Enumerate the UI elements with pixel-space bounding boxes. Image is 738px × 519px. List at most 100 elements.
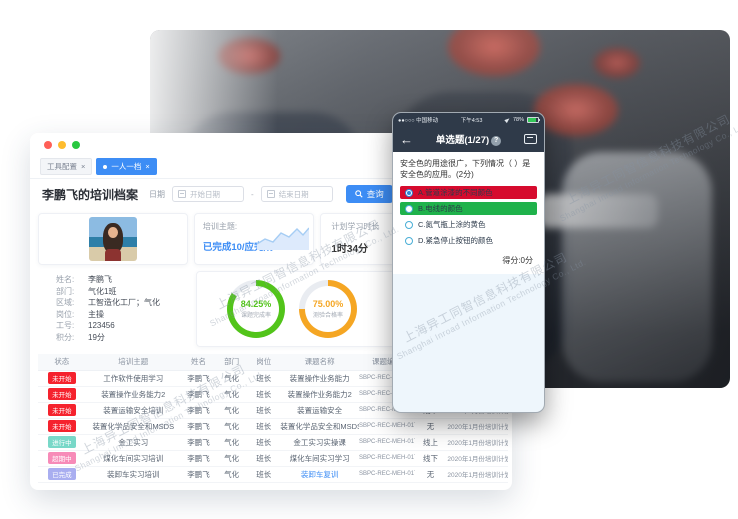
table-cell: 已完成 xyxy=(38,466,86,483)
table-cell: 李鹏飞 xyxy=(180,402,217,419)
status-time: 下午4:53 xyxy=(460,117,483,124)
table-cell[interactable]: 装卸车复训 xyxy=(280,466,360,483)
tab-person-archive[interactable]: 一人一档 × xyxy=(96,158,157,175)
minimize-button[interactable] xyxy=(58,141,66,149)
end-date-input[interactable]: 结束日期 xyxy=(260,186,333,202)
radio-icon[interactable] xyxy=(405,236,413,245)
profile-row: 积分: 19分 xyxy=(56,332,190,344)
table-cell: 班长 xyxy=(247,370,281,387)
table-header-cell: 姓名 xyxy=(180,354,217,371)
table-header-cell: 课题名称 xyxy=(280,354,360,371)
option-text: C.氮气瓶上涂的黄色 xyxy=(418,220,486,229)
status-badge: 已完成 xyxy=(48,468,76,480)
start-date-placeholder: 开始日期 xyxy=(190,189,221,199)
table-cell: SBPC-REC-MEH-017 xyxy=(359,418,415,435)
donut-gauge: 84.25% 课题完成率 xyxy=(227,280,285,338)
profile-row: 区域: 工智造化工厂；气化 xyxy=(56,297,190,309)
quiz-nav-bar: ← 单选题(1/27)? xyxy=(393,126,544,152)
table-header-cell: 培训主题 xyxy=(85,354,181,371)
table-cell: 装置操作业务能力2 xyxy=(85,386,181,403)
radio-icon[interactable] xyxy=(405,188,413,197)
zoom-button[interactable] xyxy=(72,141,80,149)
quiz-title-text: 单选题(1/27) xyxy=(435,135,490,146)
end-date-placeholder: 结束日期 xyxy=(278,189,309,199)
quiz-title: 单选题(1/27)? xyxy=(413,132,524,146)
table-cell: 金工实习 xyxy=(85,434,181,451)
help-icon[interactable]: ? xyxy=(491,135,502,146)
progress-sparkline xyxy=(257,227,310,250)
table-cell: 李鹏飞 xyxy=(180,434,217,451)
quiz-phone-mockup: ●●○○○ 中国移动 下午4:53 78% ← 单选题(1/27)? 安全色的用… xyxy=(392,112,545,413)
duration-label: 计划学习时长 xyxy=(331,222,380,231)
course-link[interactable]: 装卸车复训 xyxy=(300,469,339,479)
phone-status-bar: ●●○○○ 中国移动 下午4:53 78% xyxy=(393,113,544,126)
table-cell: 气化 xyxy=(216,418,248,435)
table-row: 进行中 金工实习 李鹏飞 气化 班长 金工实习实操课 SBPC-REC-MEH-017 线上 2… xyxy=(38,434,508,451)
question-text: 安全色的用途很广，下列情况（ ）是安全色的应用。(2分) xyxy=(400,159,531,179)
location-arrow-icon xyxy=(504,116,511,123)
table-cell: 进行中 xyxy=(38,434,86,451)
table-cell: 2020年1月份培训计划 xyxy=(446,466,508,483)
topic-label: 培训主题: xyxy=(202,222,238,231)
profile-row: 姓名: 李鹏飞 xyxy=(56,274,190,286)
battery-percent: 78% xyxy=(512,116,524,123)
filter-toolbar: 李鹏飞的培训档案 日期 开始日期 - 结束日期 查询 xyxy=(30,179,512,209)
quiz-option[interactable]: B.电线的颜色 xyxy=(400,202,537,215)
table-cell: 超期中 xyxy=(38,450,86,467)
tab-strip: 工具配置 × 一人一档 × xyxy=(30,157,512,179)
table-cell: 气化 xyxy=(216,450,248,467)
profile-label: 区域: xyxy=(56,298,75,307)
radio-icon[interactable] xyxy=(405,220,413,229)
status-badge: 超期中 xyxy=(48,452,76,464)
quiz-option[interactable]: C.氮气瓶上涂的黄色 xyxy=(400,218,537,231)
tab-close-icon[interactable]: × xyxy=(145,162,150,171)
profile-label: 姓名: xyxy=(56,275,75,284)
answer-sheet-icon[interactable] xyxy=(524,134,537,144)
table-cell: 煤化车间实习培训 xyxy=(85,450,181,467)
table-header-cell: 岗位 xyxy=(247,354,281,371)
search-button-label: 查询 xyxy=(366,189,384,199)
profile-label: 部门: xyxy=(56,286,75,296)
tab-tool-config[interactable]: 工具配置 × xyxy=(40,158,93,175)
status-badge: 未开始 xyxy=(48,404,76,416)
avatar xyxy=(88,217,137,261)
table-cell: 班长 xyxy=(247,466,281,483)
search-button[interactable]: 查询 xyxy=(345,185,393,203)
option-text: D.紧急停止按钮的颜色 xyxy=(418,236,493,245)
date-label: 日期 xyxy=(149,189,166,199)
close-button[interactable] xyxy=(44,141,52,149)
options-list: A.管道涂漆的不同颜色 B.电线的颜色 C.氮气瓶上涂的黄色 D.紧急停止按钮的颜色 xyxy=(400,186,537,247)
start-date-input[interactable]: 开始日期 xyxy=(172,186,245,202)
table-header-cell: 部门 xyxy=(216,354,248,371)
table-cell: 装置运输安全培训 xyxy=(85,402,181,419)
tab-close-icon[interactable]: × xyxy=(81,162,86,171)
option-text: A.管道涂漆的不同颜色 xyxy=(418,188,493,197)
quiz-option[interactable]: D.紧急停止按钮的颜色 xyxy=(400,234,537,247)
avatar-card xyxy=(38,213,188,265)
calendar-icon xyxy=(266,190,275,198)
radio-icon[interactable] xyxy=(405,204,413,213)
topic-progress: 已完成10/应完成12 xyxy=(202,242,284,253)
table-cell: 气化 xyxy=(216,434,248,451)
status-badge: 进行中 xyxy=(48,436,76,448)
table-cell: 无 xyxy=(414,418,447,435)
table-cell: 未开始 xyxy=(38,402,86,419)
table-cell: 线上 xyxy=(414,434,447,451)
table-cell: 李鹏飞 xyxy=(180,450,217,467)
table-cell: 线下 xyxy=(414,450,447,467)
back-button[interactable]: ← xyxy=(400,131,413,147)
table-cell: SBPC-REC-MEH-017 xyxy=(359,466,415,483)
profile-value: 李鹏飞 xyxy=(88,275,112,284)
profile-label: 工号: xyxy=(56,321,75,330)
table-cell: 装置化学品安全和MSDS xyxy=(85,418,181,435)
quiz-option[interactable]: A.管道涂漆的不同颜色 xyxy=(400,186,537,199)
option-text: B.电线的颜色 xyxy=(418,204,463,213)
profile-row: 岗位: 主操 xyxy=(56,309,190,321)
table-row: 超期中 煤化车间实习培训 李鹏飞 气化 班长 煤化车间实习学习 SBPC-REC-MEH-0… xyxy=(38,450,508,467)
profile-value: 123456 xyxy=(88,321,115,330)
donut-gauge: 75.00% 测验合格率 xyxy=(299,280,357,338)
table-cell: 未开始 xyxy=(38,418,86,435)
table-cell: 班长 xyxy=(247,418,281,435)
table-cell: 班长 xyxy=(247,450,281,467)
